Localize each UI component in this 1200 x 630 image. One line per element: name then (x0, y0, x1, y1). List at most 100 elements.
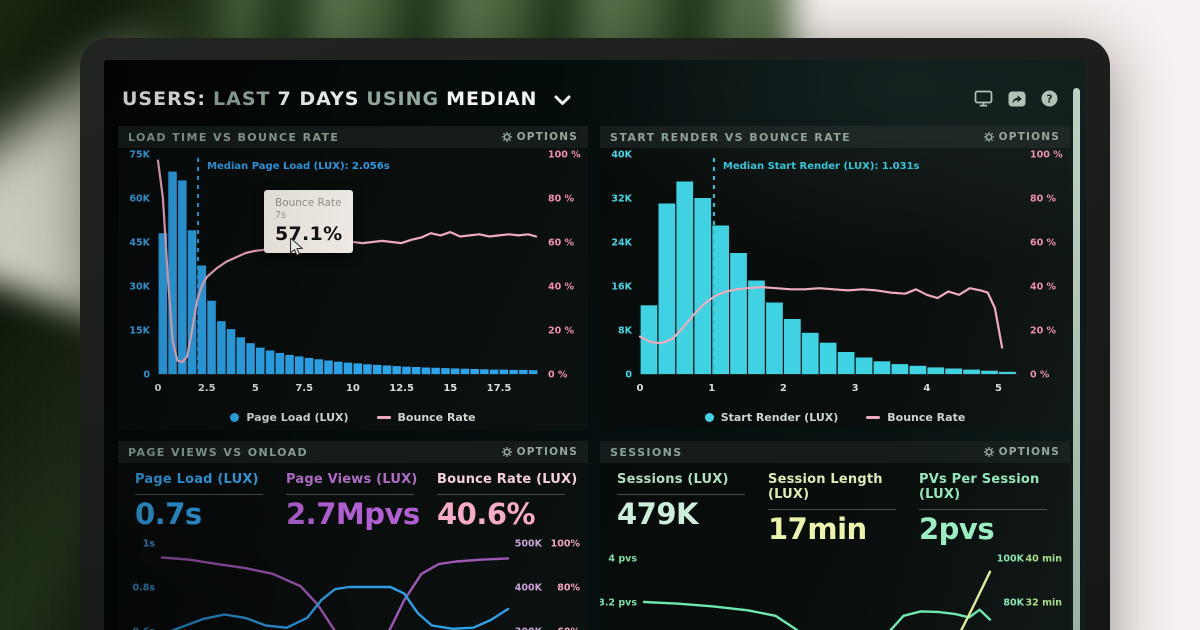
svg-text:4 pvs: 4 pvs (608, 554, 637, 565)
svg-text:3: 3 (852, 383, 859, 394)
svg-text:60 %: 60 % (548, 238, 575, 249)
svg-text:45K: 45K (129, 238, 150, 249)
start-render-chart[interactable]: 40K 32K 24K 16K 8K 0 100 % 80 % 60 % 40 % 20 % 0 % M… (600, 148, 1070, 400)
options-button[interactable]: OPTIONS (501, 446, 578, 458)
divider (437, 494, 565, 495)
svg-text:30K: 30K (129, 282, 150, 293)
legend-bounce-rate[interactable]: Bounce Rate (866, 411, 965, 424)
divider (919, 509, 1047, 510)
svg-text:2.5: 2.5 (198, 383, 216, 394)
divider (617, 494, 745, 495)
svg-text:0.6s: 0.6s (133, 627, 156, 630)
mouse-cursor (290, 238, 304, 256)
share-icon[interactable] (1008, 91, 1026, 107)
scrollbar[interactable] (1073, 88, 1080, 630)
svg-text:80%: 80% (557, 583, 580, 594)
legend-dash (376, 416, 391, 419)
help-icon[interactable]: ? (1041, 90, 1058, 107)
panel-load-time: LOAD TIME VS BOUNCE RATE (118, 126, 588, 430)
title-using: USING (366, 88, 440, 110)
legend-dot (230, 413, 240, 422)
svg-text:20 %: 20 % (548, 326, 575, 337)
metric-session-length: Session Length (LUX) 17min (768, 472, 919, 544)
dashboard-screen: USERS: LAST 7 DAYS USING MEDIAN (104, 60, 1086, 630)
svg-text:0.8s: 0.8s (133, 583, 156, 594)
options-button[interactable]: OPTIONS (983, 131, 1060, 143)
svg-text:300K: 300K (515, 627, 543, 630)
legend-page-load[interactable]: Page Load (LUX) (230, 411, 349, 424)
svg-text:0 %: 0 % (548, 370, 568, 381)
svg-text:17.5: 17.5 (487, 383, 512, 394)
svg-text:100 %: 100 % (548, 150, 581, 161)
svg-text:0: 0 (143, 370, 150, 381)
gear-icon (501, 132, 512, 142)
svg-text:5: 5 (995, 383, 1002, 394)
svg-text:20 %: 20 % (1030, 326, 1057, 337)
svg-text:8K: 8K (618, 326, 633, 337)
panel-title: START RENDER VS BOUNCE RATE (610, 130, 852, 144)
svg-text:100%: 100% (551, 539, 581, 550)
panel-title: SESSIONS (610, 445, 683, 459)
panel-title: LOAD TIME VS BOUNCE RATE (128, 130, 340, 144)
svg-text:500K: 500K (515, 539, 543, 550)
svg-text:12.5: 12.5 (389, 383, 414, 394)
svg-text:75K: 75K (129, 150, 150, 161)
legend-start-render[interactable]: Start Render (LUX) (704, 411, 838, 424)
svg-text:80 %: 80 % (1030, 194, 1057, 205)
svg-text:0: 0 (637, 383, 644, 394)
svg-text:60K: 60K (129, 194, 150, 205)
title-7days: 7 DAYS (277, 88, 360, 110)
svg-text:100 %: 100 % (1030, 150, 1063, 161)
svg-text:60 %: 60 % (1030, 238, 1057, 249)
svg-text:15: 15 (443, 383, 457, 394)
metric-bounce-rate: Bounce Rate (LUX) 40.6% (437, 472, 578, 531)
svg-text:60%: 60% (557, 627, 580, 630)
svg-text:40 %: 40 % (1030, 282, 1057, 293)
legend-dash (866, 416, 881, 419)
panel-start-render: START RENDER VS BOUNCE RATE (600, 126, 1070, 430)
monitor-icon[interactable] (974, 90, 993, 107)
svg-text:100K: 100K (997, 554, 1025, 565)
title-last: LAST (213, 88, 271, 110)
svg-text:80K: 80K (1003, 598, 1024, 609)
title-median: MEDIAN (446, 88, 538, 110)
page-views-chart[interactable]: 1s 0.8s 0.6s 500K 400K 300K 100% 80% 60% (118, 531, 588, 630)
svg-text:?: ? (1046, 93, 1052, 105)
chevron-down-icon[interactable] (554, 95, 571, 106)
gear-icon (983, 447, 994, 457)
svg-text:32K: 32K (611, 194, 632, 205)
svg-text:10: 10 (346, 383, 360, 394)
divider (135, 494, 263, 495)
svg-text:40 %: 40 % (548, 282, 575, 293)
svg-text:400K: 400K (515, 583, 543, 594)
panel-sessions: SESSIONS OPTIONS (600, 441, 1070, 630)
options-button[interactable]: OPTIONS (983, 446, 1060, 458)
svg-text:7.5: 7.5 (295, 383, 313, 394)
legend-bounce-rate[interactable]: Bounce Rate (376, 411, 476, 424)
hover-tooltip: Bounce Rate 7s 57.1% (264, 190, 354, 253)
svg-text:0: 0 (155, 383, 162, 394)
svg-text:32 min: 32 min (1026, 598, 1063, 609)
svg-text:0: 0 (625, 370, 632, 381)
metric-page-load: Page Load (LUX) 0.7s (135, 472, 286, 529)
svg-text:80 %: 80 % (548, 194, 575, 205)
svg-text:5: 5 (252, 383, 259, 394)
legend-dot (704, 413, 714, 422)
divider (768, 509, 896, 510)
svg-text:24K: 24K (611, 238, 632, 249)
divider (286, 494, 414, 495)
load-time-chart[interactable]: 75K 60K 45K 30K 15K 0 100 % 80 % 60 % 40 % 20 % 0 %… (118, 148, 588, 400)
options-button[interactable]: OPTIONS (501, 131, 578, 143)
svg-text:Median Start Render (LUX): 1.0: Median Start Render (LUX): 1.031s (723, 161, 920, 172)
svg-text:4: 4 (923, 383, 930, 394)
page-title: USERS: LAST 7 DAYS USING MEDIAN (122, 88, 966, 110)
metric-sessions: Sessions (LUX) 479K (617, 472, 768, 544)
svg-text:2: 2 (780, 383, 787, 394)
svg-text:0 %: 0 % (1030, 370, 1050, 381)
svg-text:15K: 15K (129, 326, 150, 337)
title-users: USERS: (122, 88, 207, 110)
panel-page-views: PAGE VIEWS VS ONLOAD (118, 441, 588, 630)
panel-title: PAGE VIEWS VS ONLOAD (128, 445, 309, 459)
